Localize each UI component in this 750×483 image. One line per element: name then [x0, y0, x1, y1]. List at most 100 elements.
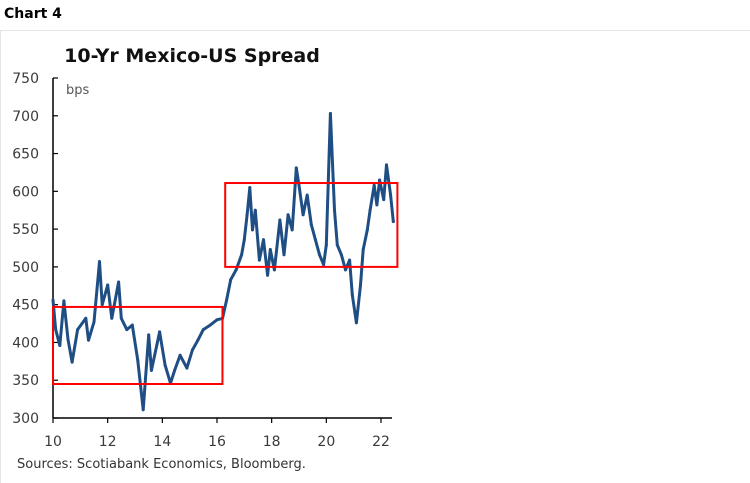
- data-point: [253, 208, 257, 212]
- data-point: [354, 321, 358, 325]
- data-point: [372, 183, 376, 187]
- x-tick-label: 12: [99, 434, 117, 450]
- data-point: [149, 368, 153, 372]
- data-point: [384, 163, 388, 167]
- x-tick-label: 22: [372, 434, 390, 450]
- y-tick-label: 400: [12, 335, 39, 351]
- y-axis: 300 350 400 450 500 550 600 650 700 750: [12, 71, 58, 427]
- data-point: [100, 303, 104, 307]
- y-tick-label: 500: [12, 260, 39, 276]
- y-unit-label: bps: [66, 83, 90, 98]
- data-point: [225, 298, 229, 302]
- data-point: [257, 258, 261, 262]
- data-point: [234, 268, 238, 272]
- data-point: [391, 220, 395, 224]
- data-point: [359, 283, 362, 287]
- data-point: [301, 213, 305, 217]
- data-point: [196, 338, 200, 342]
- x-tick-label: 20: [317, 434, 335, 450]
- range-box-2016-2022: [224, 182, 399, 268]
- data-point: [268, 248, 272, 252]
- data-point: [365, 228, 369, 232]
- data-point: [368, 208, 372, 212]
- x-axis: 10 12 14 16 18 20 22: [44, 417, 392, 450]
- source-note: Sources: Scotiabank Economics, Bloomberg…: [17, 457, 306, 472]
- x-tick-label: 10: [44, 434, 62, 450]
- data-point: [119, 316, 123, 320]
- data-point: [147, 333, 151, 337]
- data-point: [389, 193, 393, 197]
- x-tick-label: 16: [208, 434, 226, 450]
- data-point: [297, 183, 301, 187]
- data-point: [343, 268, 347, 272]
- data-point: [318, 253, 321, 257]
- data-point: [339, 253, 343, 257]
- data-point: [76, 328, 80, 332]
- data-point: [328, 112, 332, 116]
- data-point: [117, 280, 121, 284]
- data-point: [155, 343, 159, 347]
- data-point: [305, 193, 309, 197]
- x-tick-label: 18: [263, 434, 281, 450]
- data-point: [84, 316, 88, 320]
- data-point: [51, 298, 55, 302]
- data-point: [141, 408, 145, 412]
- data-point: [92, 320, 96, 324]
- y-tick-label: 650: [12, 147, 39, 163]
- data-point: [378, 178, 382, 182]
- data-point: [136, 358, 140, 362]
- chart-panel-frame: [0, 30, 750, 483]
- data-point: [125, 328, 129, 332]
- data-point: [106, 283, 110, 287]
- data-point: [58, 343, 62, 347]
- y-tick-label: 450: [12, 298, 39, 314]
- data-point: [375, 203, 379, 207]
- data-point: [70, 360, 74, 364]
- y-tick-label: 350: [12, 373, 39, 389]
- data-point: [208, 323, 212, 327]
- annotation-group: [52, 182, 399, 385]
- chart-number-label: Chart 4: [4, 6, 62, 22]
- data-point: [348, 258, 352, 262]
- data-point: [110, 316, 114, 320]
- y-tick-label: 700: [12, 109, 39, 125]
- data-point: [87, 338, 91, 342]
- data-point: [62, 299, 66, 303]
- data-point: [335, 243, 339, 247]
- data-point: [290, 228, 294, 232]
- data-point: [190, 348, 194, 352]
- data-point: [266, 273, 270, 277]
- data-point: [215, 318, 219, 322]
- y-tick-label: 550: [12, 222, 39, 238]
- y-tick-label: 750: [12, 71, 39, 87]
- data-point: [163, 363, 167, 367]
- x-tick-label: 14: [153, 434, 171, 450]
- data-point: [272, 268, 276, 272]
- chart-title: 10-Yr Mexico-US Spread: [64, 45, 320, 67]
- data-point: [229, 278, 233, 282]
- data-point: [97, 260, 101, 264]
- data-point: [248, 186, 252, 190]
- data-point: [382, 198, 386, 202]
- data-point: [130, 323, 134, 327]
- data-point: [173, 368, 177, 372]
- data-point: [294, 166, 298, 170]
- data-point: [333, 208, 337, 212]
- data-point: [158, 330, 162, 334]
- data-point: [324, 243, 328, 247]
- data-point: [245, 213, 249, 217]
- data-point: [309, 223, 313, 227]
- data-point: [240, 253, 244, 257]
- data-point: [322, 263, 326, 267]
- data-point: [313, 238, 317, 242]
- data-point: [54, 328, 58, 332]
- data-point: [66, 337, 70, 341]
- y-tick-label: 600: [12, 184, 39, 200]
- data-point: [251, 228, 255, 232]
- data-point: [201, 328, 205, 332]
- data-point: [350, 293, 354, 297]
- data-point: [178, 353, 182, 357]
- data-point: [242, 238, 246, 242]
- data-point: [278, 218, 282, 222]
